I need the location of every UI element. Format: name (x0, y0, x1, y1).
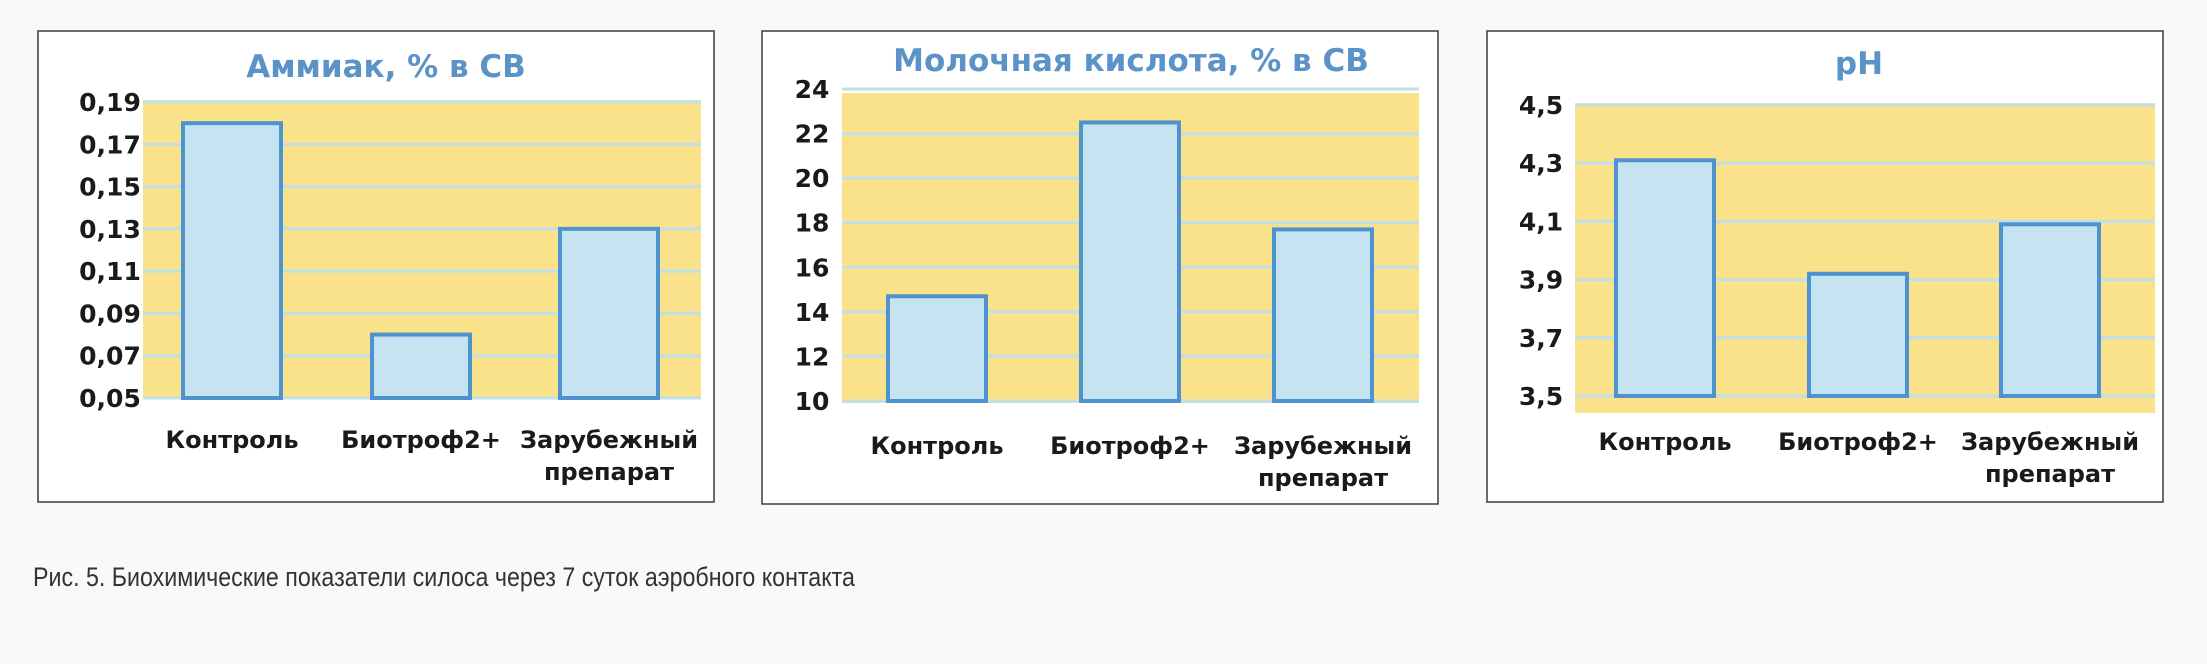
y-tick-label: 14 (795, 298, 830, 327)
category-label: препарат (1985, 460, 2115, 488)
chart-2: 24 22 20 18 16 14 12 10 Контроль Биотроф2+ Зарубеж… (761, 30, 1439, 505)
bar (1614, 158, 1716, 398)
y-tick-label: 0,11 (79, 257, 141, 286)
figure-caption: Рис. 5. Биохимические показатели силоса … (33, 562, 855, 592)
chart-title: Аммиак, % в СВ (246, 49, 526, 85)
category-label: препарат (1258, 464, 1388, 492)
bar (1079, 120, 1181, 404)
category-label: Зарубежный (520, 426, 698, 454)
y-tick-label: 0,09 (79, 299, 141, 328)
category-label: Контроль (870, 432, 1003, 460)
y-tick-label: 24 (795, 75, 830, 104)
y-tick-label: 0,19 (79, 88, 141, 117)
bar (886, 294, 988, 403)
chart-title: pH (1835, 46, 1883, 82)
y-tick-label: 0,17 (79, 130, 141, 159)
y-tick-label: 22 (795, 120, 830, 149)
y-tick-label: 18 (795, 209, 830, 238)
y-tick-label: 3,5 (1519, 382, 1563, 411)
category-label: Контроль (165, 426, 298, 454)
category-label: Биотроф2+ (1778, 428, 1938, 456)
bar (558, 226, 660, 400)
chart-3: 4,5 4,3 4,1 3,9 3,7 3,5 Контроль Биотроф2+ Заруб… (1486, 30, 2164, 503)
y-tick-label: 0,07 (79, 342, 141, 371)
y-tick-label: 16 (795, 253, 830, 282)
bar (181, 121, 283, 401)
y-tick-label: 3,9 (1519, 266, 1563, 295)
category-label: препарат (544, 458, 674, 486)
chart-1: 0,19 0,17 0,15 0,13 0,11 0,09 0,07 0,05 Контроль… (37, 30, 715, 503)
y-tick-label: 20 (795, 164, 830, 193)
bar (370, 332, 472, 401)
y-tick-label: 0,15 (79, 173, 141, 202)
y-tick-label: 12 (795, 342, 830, 371)
y-tick-label: 3,7 (1519, 324, 1563, 353)
category-label: Зарубежный (1234, 432, 1412, 460)
category-label: Биотроф2+ (341, 426, 501, 454)
y-tick-label: 4,5 (1519, 91, 1563, 120)
bar (1999, 222, 2101, 398)
y-tick-label: 4,3 (1519, 149, 1563, 178)
y-tick-label: 0,13 (79, 215, 141, 244)
y-tick-label: 4,1 (1519, 207, 1563, 236)
bar (1272, 227, 1374, 403)
category-label: Зарубежный (1961, 428, 2139, 456)
category-label: Контроль (1598, 428, 1731, 456)
y-tick-label: 10 (795, 387, 830, 416)
chart-title: Молочная кислота, % в СВ (893, 43, 1369, 79)
category-label: Биотроф2+ (1050, 432, 1210, 460)
y-tick-label: 0,05 (79, 384, 141, 413)
bar (1807, 271, 1909, 398)
